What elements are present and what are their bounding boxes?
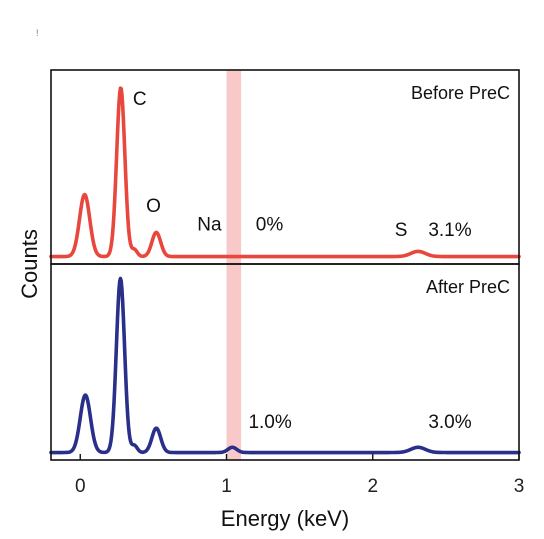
x-tick-label-1: 1 [221, 476, 232, 497]
annotation-1-6: 3.1% [428, 220, 471, 241]
panel-frame-2 [50, 263, 520, 461]
spectrum-series-2 [49, 276, 521, 455]
annotation-2-2: 3.0% [428, 412, 471, 433]
plot-frame-layer [50, 69, 520, 461]
annotation-1-1: C [133, 89, 147, 110]
annotation-1-2: O [146, 196, 161, 217]
annotation-2-1: 1.0% [248, 412, 291, 433]
annotation-layer: Before PreC C O Na 0% S 3.1% After PreC 1.0% 3.0% [133, 83, 510, 433]
y-axis-label: Counts [17, 229, 42, 299]
panel-label-1: Before PreC [411, 83, 510, 103]
annotation-1-4: 0% [256, 215, 284, 236]
spectrum-curves-layer [49, 86, 521, 455]
annotation-1-5: S [395, 220, 408, 241]
x-tick-label-3: 3 [514, 476, 525, 497]
x-axis-ticks: 0 1 2 3 [75, 454, 524, 497]
highlight-band [226, 70, 242, 460]
highlight-band-layer [226, 70, 242, 460]
panel-label-2: After PreC [426, 277, 510, 297]
x-tick-label-0: 0 [75, 476, 86, 497]
x-tick-label-2: 2 [367, 476, 378, 497]
annotation-1-3: Na [197, 215, 222, 236]
x-axis-label: Energy (keV) [221, 506, 349, 531]
page-mark: ! [36, 28, 39, 38]
spectrum-series-1 [49, 86, 521, 259]
